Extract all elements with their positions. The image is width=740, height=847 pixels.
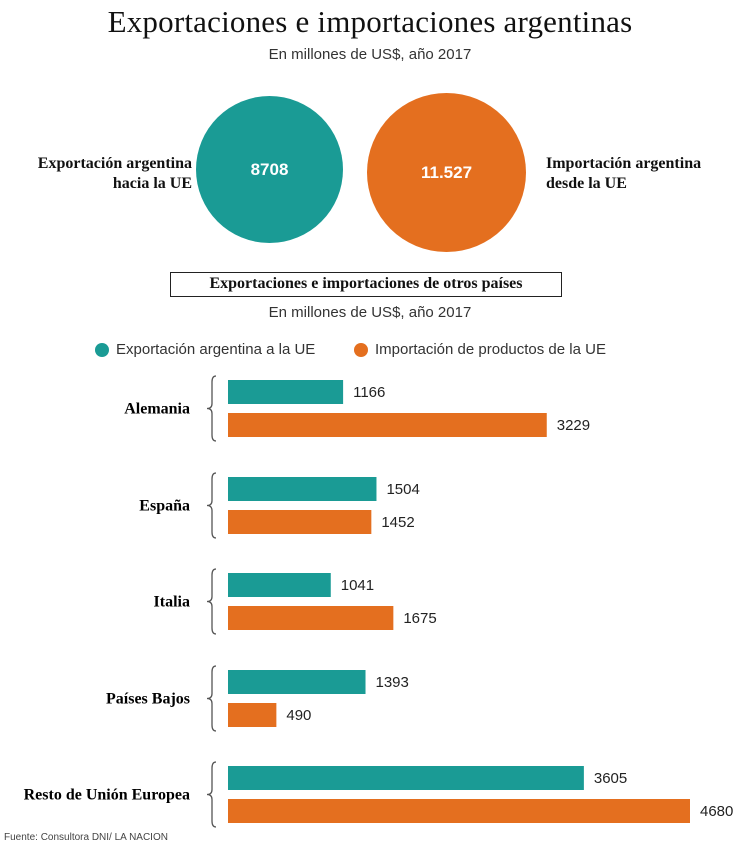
chart-legend: Exportación argentina a la UE Importació… [0,341,740,363]
export-total-label-line2: hacia la UE [112,175,192,192]
import-total-label-line2: desde la UE [546,175,627,192]
import-total-circle: 11.527 [367,93,526,252]
value-label-import: 490 [286,707,311,724]
category-label: España [139,498,190,515]
category-brace [206,665,217,732]
chart-subtitle: En millones de US$, año 2017 [268,46,472,63]
export-total-value: 8708 [250,159,289,179]
value-label-export: 1393 [376,674,409,691]
value-label-import: 1675 [403,610,436,627]
value-label-export: 1041 [341,577,374,594]
bar-export [228,670,366,694]
category-brace [206,761,217,828]
bar-export [228,380,344,404]
export-total-circle: 8708 [196,96,343,243]
legend-swatch-import [354,342,368,357]
legend-label-import: Importación de productos de la UE [375,341,606,358]
bar-export [228,766,584,790]
category-brace [206,568,217,635]
category-brace [206,375,217,442]
category-label: Alemania [124,401,190,418]
bar-export [228,477,377,501]
bar-import [228,703,277,727]
category-label: Italia [154,594,190,611]
export-total-label-line1: Exportación argentina [37,155,192,172]
source-note: Fuente: Consultora DNI/ LA NACION [4,832,168,843]
legend-swatch-export [95,342,109,357]
value-label-export: 1504 [386,481,419,498]
bar-import [228,606,394,630]
value-label-export: 1166 [353,384,385,401]
category-brace [206,472,217,539]
category-label: Resto de Unión Europea [24,787,190,804]
legend-item-export: Exportación argentina a la UE [95,341,315,358]
export-total-label: Exportación argentina hacia la UE [12,154,192,194]
bar-export [228,573,331,597]
import-total-value: 11.527 [420,162,473,182]
legend-label-export: Exportación argentina a la UE [116,341,316,358]
legend-item-import: Importación de productos de la UE [354,341,606,358]
value-label-import: 3229 [557,417,590,434]
section-title: Exportaciones e importaciones de otros p… [170,272,562,297]
bar-import [228,510,372,534]
category-label: Países Bajos [106,691,190,708]
bar-import [228,413,547,437]
value-label-import: 4680 [700,803,733,820]
bar-import [228,799,690,823]
value-label-export: 3605 [594,770,627,787]
import-total-label: Importación argentina desde la UE [546,154,736,194]
chart-title: Exportaciones e importaciones argentinas [107,4,633,39]
value-label-import: 1452 [381,514,414,531]
import-total-label-line1: Importación argentina [546,155,702,172]
section-subtitle: En millones de US$, año 2017 [268,304,472,321]
